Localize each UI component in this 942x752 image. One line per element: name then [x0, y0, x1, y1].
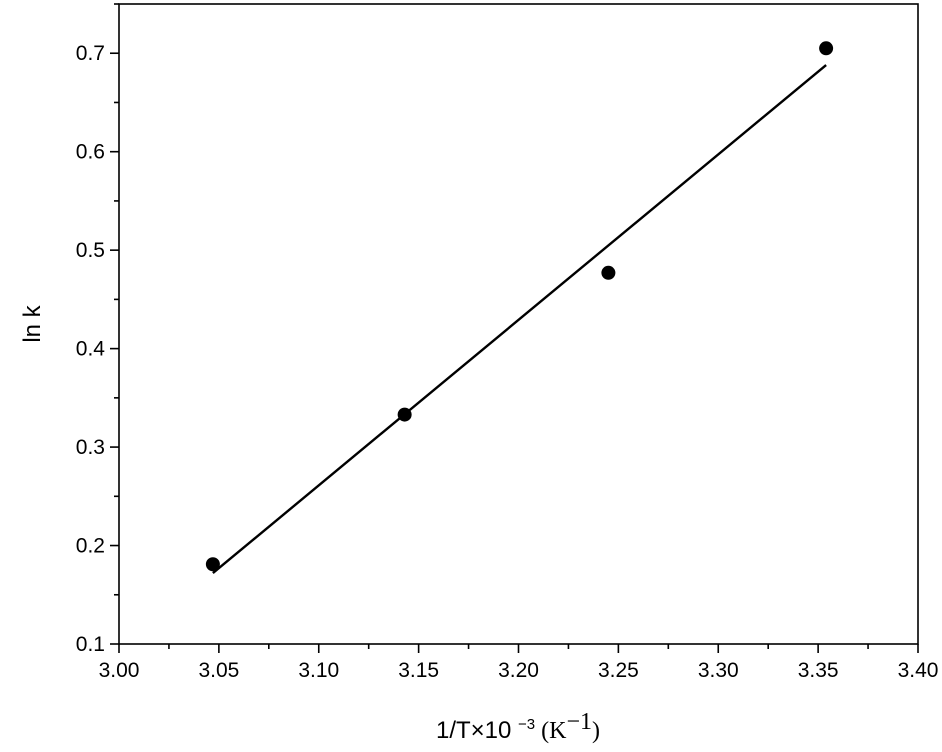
x-tick-label: 3.35	[798, 659, 839, 682]
y-tick-label: 0.4	[76, 338, 106, 361]
data-point	[397, 407, 412, 422]
x-axis-title-unit-exp: −1	[566, 709, 592, 735]
x-axis-title-close: )	[592, 718, 600, 744]
y-tick-label: 0.6	[76, 141, 105, 164]
x-tick-label: 3.30	[698, 659, 739, 682]
x-tick-label: 3.20	[498, 659, 539, 682]
x-tick-label: 3.25	[598, 659, 639, 682]
x-tick-label: 3.10	[298, 659, 339, 682]
x-tick-label: 3.00	[99, 659, 140, 682]
x-axis-title-exp: −3	[518, 716, 535, 733]
x-axis-title: 1/T×10 −3 (K−1)	[436, 709, 600, 744]
x-tick-label: 3.15	[398, 659, 439, 682]
y-tick-label: 0.2	[76, 535, 105, 558]
x-axis-title-unit: (K	[535, 718, 567, 744]
data-point	[819, 41, 834, 56]
data-point	[601, 265, 616, 280]
data-point	[205, 557, 220, 572]
data-points	[205, 41, 834, 572]
y-tick-label: 0.3	[76, 436, 105, 459]
x-axis-tick-labels: 3.00 3.05 3.10 3.15 3.20 3.25 3.30 3.35 3.40	[99, 659, 939, 682]
y-tick-label: 0.1	[76, 633, 105, 656]
y-tick-label: 0.7	[76, 42, 105, 65]
x-tick-label: 3.05	[198, 659, 239, 682]
fit-line	[212, 64, 827, 575]
y-axis-tick-labels: 0.1 0.2 0.3 0.4 0.5 0.6 0.7	[76, 42, 106, 656]
y-tick-label: 0.5	[76, 239, 105, 262]
x-tick-label: 3.40	[898, 659, 939, 682]
fit-line-group	[212, 64, 827, 575]
x-axis-title-main: 1/T×10	[436, 717, 518, 744]
x-axis-ticks	[118, 644, 919, 653]
y-axis-ticks	[110, 3, 119, 645]
plot-frame	[118, 3, 919, 645]
y-axis-title: ln k	[19, 304, 46, 342]
